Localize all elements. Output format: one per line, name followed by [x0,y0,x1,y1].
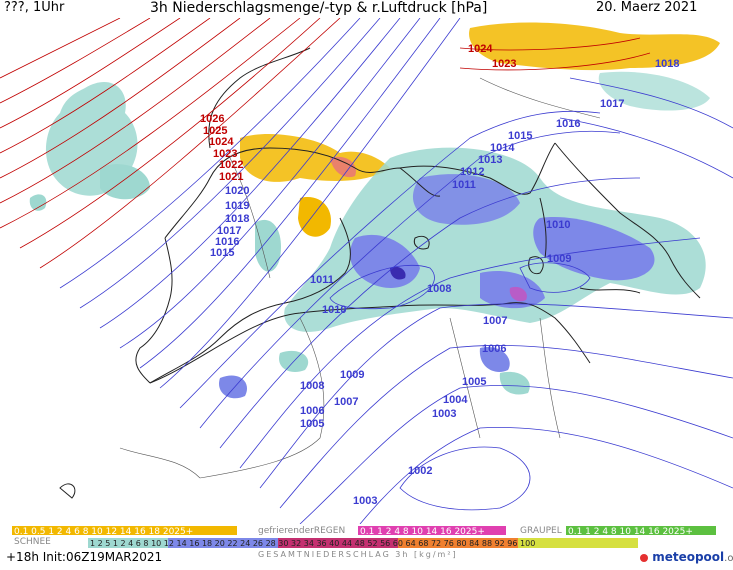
isobar-label: 1017 [217,225,241,237]
graupel-label: GRAUPEL [520,526,562,536]
isobar-label: 1002 [408,465,432,477]
isobar-label: 1023 [492,58,516,70]
isobar-label: 1005 [462,376,486,388]
isobar-label: 1003 [432,408,456,420]
isobar-label: 1007 [334,396,358,408]
forecast-time-label: ???, 1Uhr [4,0,65,15]
isobar-label: 1015 [210,247,234,259]
map-title: 3h Niederschlagsmenge/-typ & r.Luftdruck… [150,0,488,16]
brand-logo: meteopool.org [640,550,733,564]
brand-dot-icon [640,553,648,562]
map-canvas: 1024 1023 1018 1017 1016 1015 1014 1013 … [0,18,733,524]
isobar-label: 1010 [546,219,570,231]
precip-legend: 0.1 0.5 1 2 4 6 8 10 12 14 16 18 2025+ S… [0,524,733,566]
freezing-rain-label: gefrierenderREGEN [258,526,345,536]
isobar-label: 1013 [478,154,502,166]
coastlines [59,47,701,499]
isobar-label: 1005 [300,418,324,430]
snow-values: 0.1 0.5 1 2 4 6 8 10 12 14 16 18 2025+ [14,527,193,537]
isobar-label: 1017 [600,98,624,110]
graupel-values: 0.1 1 2 4 8 10 14 16 2025+ [568,527,693,537]
isobars-low [59,18,733,524]
freezing-rain-values: 0.1 1 2 4 8 10 14 16 2025+ [360,527,485,537]
snow-scale: 0.1 0.5 1 2 4 6 8 10 12 14 16 18 2025+ S… [12,526,237,547]
isobar-label: 1009 [340,369,364,381]
isobar-label: 1023 [213,148,237,160]
isobar-label: 1008 [427,283,451,295]
init-time: +18h Init:06Z19MAR2021 [6,550,163,564]
isobar-label: 1003 [353,495,377,507]
isobar-label: 1008 [300,380,324,392]
isobar-label: 1009 [547,253,571,265]
isobar-label: 1006 [300,405,324,417]
isobar-label: 1006 [482,343,506,355]
isobar-label: 1011 [452,179,476,191]
isobar-label: 1024 [209,136,234,148]
isobar-label: 1018 [225,213,249,225]
total-precip-scale: 1 2 5 1 2 4 6 8 10 12 14 16 18 20 22 24 … [88,538,638,559]
isobar-label: 1024 [468,43,493,55]
isobar-label: 1022 [219,159,243,171]
isobar-label: 1019 [225,200,249,212]
isobar-label: 1004 [443,394,468,406]
isobars-high [0,18,651,269]
valid-date: 20. Maerz 2021 [596,0,698,15]
borders [119,77,601,479]
isobar-label: 1016 [556,118,580,130]
isobar-label: 1020 [225,185,249,197]
isobar-label: 1026 [200,113,224,125]
isobar-label: 1011 [310,274,334,286]
isobar-label: 1016 [215,236,239,248]
isobar-label: 1007 [483,315,507,327]
graupel-scale: GRAUPEL 0.1 1 2 4 8 10 14 16 2025+ [520,526,716,537]
total-label: GESAMTNIEDERSCHLAG 3h [kg/m²] [258,550,458,559]
isobar-label: 1025 [203,125,227,137]
isobar-labels: 1024 1023 1018 1017 1016 1015 1014 1013 … [200,43,679,507]
isobar-label: 1014 [490,142,515,154]
isobar-label: 1018 [655,58,679,70]
isobar-label: 1010 [322,304,346,316]
isobar-label: 1012 [460,166,484,178]
total-values: 1 2 5 1 2 4 6 8 10 12 14 16 18 20 22 24 … [90,539,535,548]
isobar-label: 1015 [508,130,532,142]
freezing-rain-scale: gefrierenderREGEN 0.1 1 2 4 8 10 14 16 2… [258,526,506,537]
snow-label: SCHNEE [14,537,51,547]
isobar-label: 1021 [219,171,243,183]
precip-areas [29,22,720,399]
